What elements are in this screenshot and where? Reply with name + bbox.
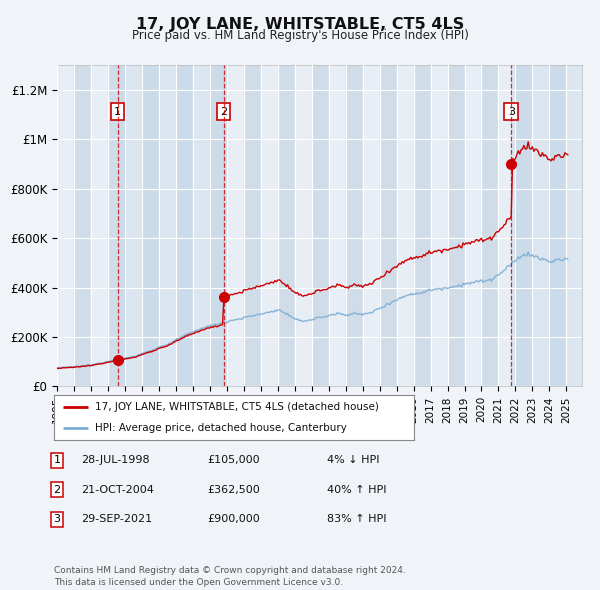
Text: £900,000: £900,000: [207, 514, 260, 524]
Bar: [511, 65, 582, 386]
Bar: [346, 65, 362, 386]
Text: Price paid vs. HM Land Registry's House Price Index (HPI): Price paid vs. HM Land Registry's House …: [131, 29, 469, 42]
Bar: [464, 65, 481, 386]
Bar: [566, 65, 583, 386]
Bar: [362, 65, 380, 386]
Bar: [125, 65, 142, 386]
Text: 83% ↑ HPI: 83% ↑ HPI: [327, 514, 386, 524]
Bar: [91, 65, 108, 386]
Bar: [413, 65, 431, 386]
Bar: [550, 65, 566, 386]
Bar: [142, 65, 159, 386]
Bar: [210, 65, 227, 386]
Text: HPI: Average price, detached house, Canterbury: HPI: Average price, detached house, Cant…: [95, 422, 347, 432]
Text: 1: 1: [114, 107, 121, 116]
Bar: [57, 65, 74, 386]
Text: £105,000: £105,000: [207, 455, 260, 465]
Bar: [244, 65, 261, 386]
Text: 3: 3: [508, 107, 515, 116]
Bar: [397, 65, 413, 386]
Text: Contains HM Land Registry data © Crown copyright and database right 2024.
This d: Contains HM Land Registry data © Crown c…: [54, 566, 406, 587]
Bar: [261, 65, 278, 386]
Bar: [515, 65, 532, 386]
Text: 3: 3: [53, 514, 61, 524]
Bar: [499, 65, 515, 386]
Bar: [481, 65, 499, 386]
Bar: [118, 65, 224, 386]
Bar: [74, 65, 91, 386]
Bar: [448, 65, 464, 386]
Bar: [278, 65, 295, 386]
Bar: [159, 65, 176, 386]
Text: 28-JUL-1998: 28-JUL-1998: [81, 455, 149, 465]
Bar: [108, 65, 125, 386]
Text: 4% ↓ HPI: 4% ↓ HPI: [327, 455, 380, 465]
Bar: [380, 65, 397, 386]
Bar: [329, 65, 346, 386]
Bar: [295, 65, 311, 386]
Text: 17, JOY LANE, WHITSTABLE, CT5 4LS (detached house): 17, JOY LANE, WHITSTABLE, CT5 4LS (detac…: [95, 402, 379, 412]
Text: 29-SEP-2021: 29-SEP-2021: [81, 514, 152, 524]
Bar: [532, 65, 550, 386]
Text: 21-OCT-2004: 21-OCT-2004: [81, 485, 154, 494]
Bar: [176, 65, 193, 386]
Text: 2: 2: [220, 107, 227, 116]
Bar: [193, 65, 210, 386]
Text: 1: 1: [53, 455, 61, 465]
Bar: [227, 65, 244, 386]
Bar: [311, 65, 329, 386]
Bar: [431, 65, 448, 386]
Text: £362,500: £362,500: [207, 485, 260, 494]
Text: 40% ↑ HPI: 40% ↑ HPI: [327, 485, 386, 494]
Text: 17, JOY LANE, WHITSTABLE, CT5 4LS: 17, JOY LANE, WHITSTABLE, CT5 4LS: [136, 17, 464, 31]
Text: 2: 2: [53, 485, 61, 494]
